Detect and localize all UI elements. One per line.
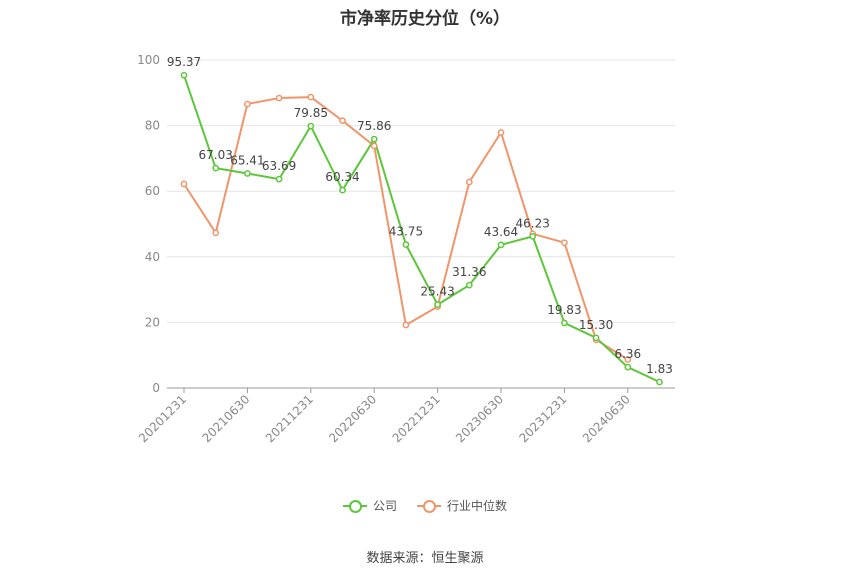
data-point-company [465, 281, 473, 289]
data-point-company [434, 301, 441, 308]
data-label: 46.23 [516, 216, 550, 230]
y-tick-label: 60 [145, 184, 160, 198]
data-label: 63.69 [262, 159, 296, 173]
legend-item-industry[interactable]: 行业中位数 [417, 497, 507, 514]
data-point-company [244, 170, 251, 177]
data-point-industry [402, 321, 410, 329]
data-point-company [656, 378, 663, 386]
grid-lines [167, 59, 675, 323]
data-label: 6.36 [614, 347, 641, 361]
data-point-company [275, 175, 283, 183]
x-tick-label: 20230630 [453, 392, 506, 445]
data-source: 数据来源：恒生聚源 [366, 551, 484, 566]
x-tick-label: 20231231 [516, 392, 569, 445]
x-tick-label: 20201231 [136, 392, 189, 445]
data-point-industry [497, 129, 505, 136]
data-point-industry [624, 356, 632, 363]
data-label: 67.03 [199, 148, 233, 162]
data-point-company [561, 319, 568, 327]
data-point-industry [275, 94, 283, 102]
y-tick-label: 0 [152, 381, 160, 395]
data-point-company [497, 241, 505, 249]
data-point-company [307, 122, 315, 130]
x-tick-label: 20240630 [580, 392, 633, 445]
data-point-industry [465, 178, 473, 186]
legend-company-label: 公司 [372, 499, 397, 513]
data-point-industry [561, 239, 568, 247]
x-axis: 20201231 20210630 20211231 20220630 20221231… [136, 387, 675, 445]
data-label: 75.86 [357, 119, 391, 133]
x-tick-label: 20220630 [326, 392, 379, 445]
data-label: 43.64 [484, 225, 518, 239]
data-point-company [212, 164, 220, 172]
y-tick-labels: 0 20 40 60 80 100 [137, 53, 160, 395]
data-point-industry [180, 180, 188, 188]
legend: 公司 行业中位数 [0, 497, 850, 514]
data-label: 79.85 [294, 106, 328, 120]
data-label: 15.30 [579, 318, 613, 332]
data-point-industry [244, 100, 251, 108]
data-label: 25.43 [420, 285, 454, 299]
data-point-industry [370, 142, 378, 150]
data-label: 95.37 [167, 55, 201, 69]
data-point-industry [339, 117, 346, 125]
data-label: 19.83 [547, 303, 581, 317]
y-tick-label: 100 [137, 53, 160, 67]
x-tick-label: 20211231 [263, 392, 316, 445]
legend-industry-label: 行业中位数 [447, 499, 508, 513]
y-tick-label: 20 [145, 315, 160, 329]
y-tick-label: 80 [145, 119, 160, 133]
data-label: 43.75 [389, 225, 423, 239]
x-tick-label: 20210630 [199, 392, 252, 445]
series-line-company [183, 74, 660, 383]
data-label: 1.83 [646, 362, 673, 376]
data-point-company [339, 186, 346, 194]
series-points [180, 71, 663, 386]
legend-item-company[interactable]: 公司 [342, 497, 397, 514]
data-point-company [592, 334, 600, 342]
data-point-company [624, 363, 632, 371]
x-tick-label: 20221231 [390, 392, 443, 445]
data-point-company [529, 233, 537, 240]
data-label: 60.34 [325, 170, 359, 184]
data-point-industry [212, 229, 220, 237]
data-label: 65.41 [230, 153, 264, 167]
legend-company-swatch [342, 499, 367, 513]
data-point-company [180, 71, 188, 79]
data-point-company [402, 241, 410, 248]
data-label: 31.36 [452, 265, 486, 279]
data-point-industry [307, 93, 315, 101]
legend-industry-swatch [417, 499, 441, 513]
y-tick-label: 40 [145, 250, 160, 264]
chart-title: 市净率历史分位（%） [339, 9, 511, 29]
data-point-company [370, 135, 378, 143]
